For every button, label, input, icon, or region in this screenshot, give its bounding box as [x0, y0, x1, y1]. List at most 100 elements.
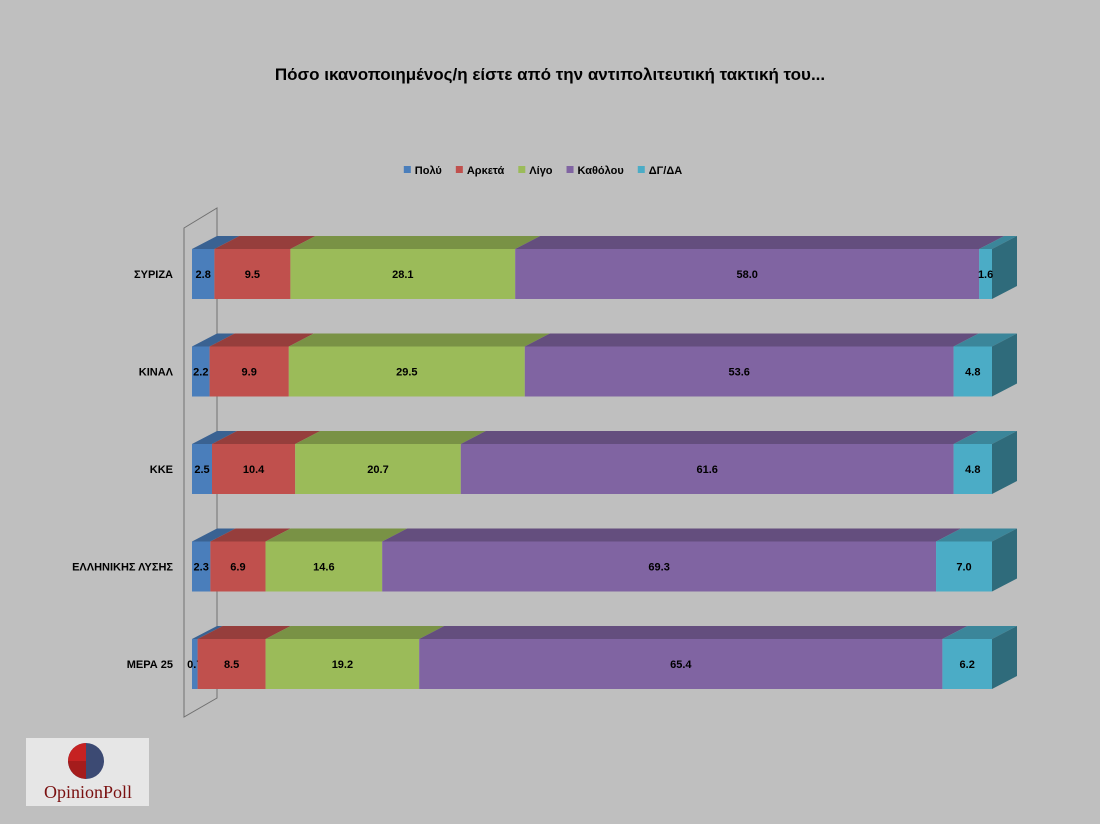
- data-label: 9.5: [245, 269, 260, 281]
- legend-item-0: Πολύ: [403, 165, 442, 177]
- data-label: 10.4: [243, 464, 265, 476]
- bar-segment-top: [214, 236, 316, 249]
- legend-item-2: Λίγο: [518, 165, 553, 177]
- legend-swatch: [455, 166, 463, 173]
- bar-segment-top: [265, 528, 408, 542]
- bar-segment: [192, 249, 215, 299]
- bar-row-2: 2.5 10.4 20.7 61.6 4.8: [192, 431, 1017, 494]
- bar-row-0: 2.8 9.5 28.1 58.0 1.6: [192, 236, 1017, 299]
- data-label: 2.3: [194, 562, 209, 574]
- data-label: 53.6: [728, 367, 749, 379]
- bar-segment: [515, 249, 980, 299]
- bar-segment: [295, 444, 461, 494]
- bar-end-face: [992, 431, 1017, 494]
- bar-segment: [192, 346, 210, 397]
- legend-swatch: [566, 166, 574, 173]
- bar-segment-top: [953, 333, 1017, 347]
- legend-label: Πολύ: [415, 165, 442, 177]
- bar-segment-top: [524, 333, 979, 347]
- bar-segment-top: [197, 626, 291, 639]
- bar-segment: [214, 249, 291, 299]
- bar-segment: [460, 444, 954, 494]
- data-label: 19.2: [332, 659, 353, 671]
- chart-legend: Πολύ Αρκετά Λίγο Καθόλου ΔΓ/ΔΑ: [403, 165, 682, 177]
- bar-segment: [290, 249, 516, 299]
- data-label: 7.0: [956, 562, 971, 574]
- bar-segment: [192, 639, 198, 689]
- legend-item-1: Αρκετά: [455, 165, 505, 177]
- bar-segment-top: [288, 333, 550, 347]
- chart-title: Πόσο ικανοποιημένος/η είστε από την αντι…: [275, 65, 825, 84]
- legend-swatch: [518, 166, 526, 173]
- legend-item-4: ΔΓ/ΔΑ: [637, 165, 682, 177]
- data-label: 2.2: [193, 367, 208, 379]
- data-label: 58.0: [736, 269, 757, 281]
- data-label: 6.9: [230, 562, 245, 574]
- bar-segment: [197, 639, 266, 689]
- data-label: 69.3: [648, 562, 669, 574]
- bar-end-face: [992, 236, 1017, 299]
- bar-end-face: [992, 528, 1017, 592]
- bar-segment: [265, 639, 420, 689]
- data-label: 1.6: [978, 269, 993, 281]
- category-axis: [183, 207, 218, 718]
- data-label: 29.5: [396, 367, 417, 379]
- bar-segment-top: [209, 333, 314, 347]
- bar-segment-top: [290, 236, 541, 249]
- bar-segment-top: [192, 333, 235, 347]
- category-label: ΚΚΕ: [150, 464, 173, 476]
- data-label: 6.2: [960, 659, 975, 671]
- bar-row-3: 2.3 6.9 14.6 69.3 7.0: [192, 528, 1017, 592]
- bar-segment-top: [192, 431, 237, 444]
- legend-label: ΔΓ/ΔΑ: [649, 165, 682, 177]
- bar-segment: [382, 541, 937, 592]
- bar-segment-top: [192, 236, 240, 249]
- bar-segment: [524, 346, 954, 397]
- bar-segment: [192, 541, 211, 592]
- bar-segment: [192, 444, 212, 494]
- legend-label: Αρκετά: [467, 165, 505, 177]
- bar-end-face: [992, 333, 1017, 397]
- data-label: 2.8: [196, 269, 211, 281]
- data-label: 14.6: [313, 562, 334, 574]
- bar-segment-top: [295, 431, 486, 444]
- bar-segment-top: [212, 431, 321, 444]
- bar-segment: [288, 346, 525, 397]
- bar-segment: [210, 541, 266, 592]
- bar-segment: [942, 639, 992, 689]
- bar-segment-top: [936, 528, 1017, 542]
- bar-end-face: [992, 626, 1017, 689]
- bar-row-4: 0.7 8.5 19.2 65.4 6.2: [187, 626, 1017, 689]
- bar-segment: [212, 444, 296, 494]
- bar-segment-top: [192, 626, 223, 639]
- category-label: ΜΕΡΑ 25: [127, 659, 173, 671]
- data-label: 8.5: [224, 659, 239, 671]
- legend-label: Καθόλου: [578, 165, 624, 177]
- bar-segment-top: [979, 236, 1017, 249]
- bar-segment: [979, 249, 992, 299]
- bar-segment: [953, 444, 992, 494]
- bar-segment-top: [460, 431, 979, 444]
- data-label: 28.1: [392, 269, 413, 281]
- data-label: 4.8: [965, 464, 980, 476]
- bar-segment-top: [210, 528, 291, 542]
- data-label: 4.8: [965, 367, 980, 379]
- category-label: ΣΥΡΙΖΑ: [134, 269, 173, 281]
- data-label: 20.7: [367, 464, 388, 476]
- logo-circle-icon: [68, 743, 104, 779]
- legend-item-3: Καθόλου: [566, 165, 624, 177]
- legend-swatch: [637, 166, 645, 173]
- bars-group: 2.8 9.5 28.1 58.0 1.6 2.2 9.9 29.5 53.6 4.8 2.5 10.…: [187, 236, 1017, 689]
- bar-segment: [953, 346, 992, 397]
- bar-segment-top: [382, 528, 962, 542]
- category-label: ΚΙΝΑΛ: [139, 367, 174, 379]
- bar-segment: [936, 541, 992, 592]
- opinionpoll-logo: OpinionPoll: [26, 738, 149, 806]
- bar-segment: [265, 541, 383, 592]
- bar-segment-top: [953, 431, 1017, 444]
- category-labels: ΣΥΡΙΖΑ ΚΙΝΑΛ ΚΚΕ ΕΛΛΗΝΙΚΗΣ ΛΥΣΗΣ ΜΕΡΑ 25: [72, 269, 174, 671]
- legend-label: Λίγο: [529, 165, 553, 177]
- bar-segment-top: [192, 528, 236, 542]
- category-label: ΕΛΛΗΝΙΚΗΣ ΛΥΣΗΣ: [72, 562, 173, 574]
